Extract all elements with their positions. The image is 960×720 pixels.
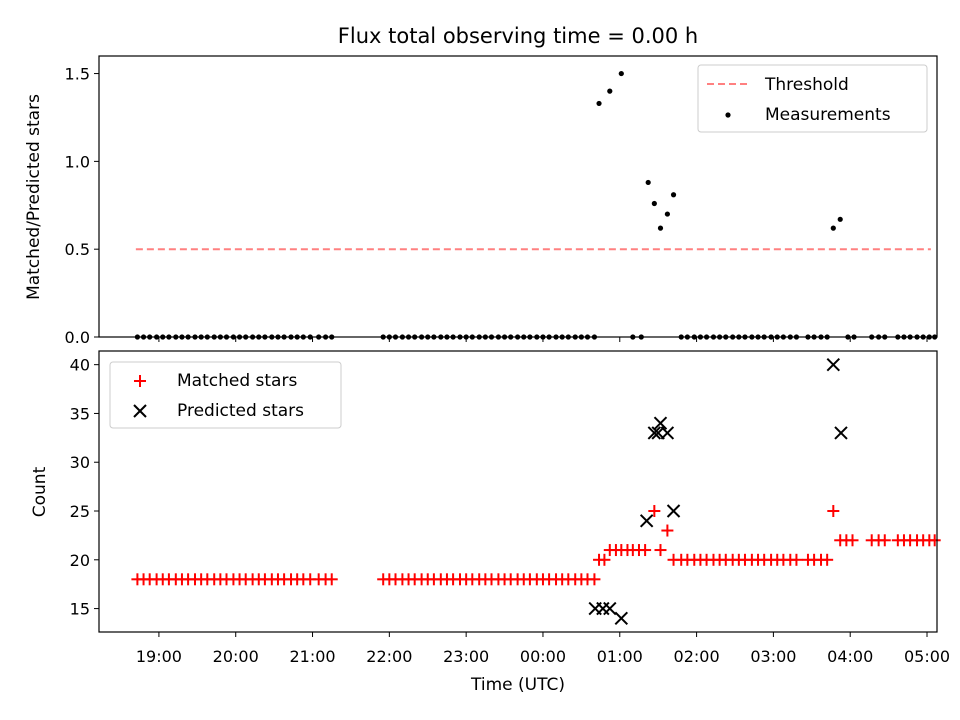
matched-star-marker <box>928 534 941 547</box>
bottom-y-tick-label: 25 <box>70 502 90 521</box>
measurement-point <box>596 100 602 107</box>
x-tick-label: 02:00 <box>674 647 720 666</box>
measurement-point <box>645 179 651 186</box>
bottom-y-tick-label: 40 <box>70 356 90 375</box>
measurement-point <box>830 225 836 231</box>
x-tick-label: 01:00 <box>597 647 643 666</box>
top-legend: Threshold Measurements <box>697 64 928 133</box>
predicted-star-marker <box>653 416 668 430</box>
legend-matched-swatch <box>134 375 146 387</box>
bottom-y-tick-label: 35 <box>70 404 90 423</box>
matched-star-marker <box>648 505 661 518</box>
top-y-tick-label: 1.0 <box>65 152 90 171</box>
measurement-point <box>651 200 657 207</box>
matched-star-marker <box>654 544 667 557</box>
matched-star-marker <box>325 573 338 586</box>
measurement-point <box>657 225 664 231</box>
predicted-star-marker <box>603 601 617 616</box>
measurement-point <box>607 88 613 94</box>
top-y-tick-label: 1.5 <box>65 65 90 84</box>
x-tick-label: 23:00 <box>443 647 489 666</box>
top-axes-frame <box>98 55 938 338</box>
x-tick-label: 04:00 <box>827 647 873 666</box>
predicted-star-marker <box>614 611 629 626</box>
x-axis-label: Time (UTC) <box>470 675 565 695</box>
bottom-plot-area <box>131 357 941 626</box>
predicted-star-marker <box>834 426 848 440</box>
x-tick-label: 05:00 <box>904 647 950 666</box>
matched-star-marker <box>846 534 859 547</box>
legend-measurements-label: Measurements <box>765 105 891 125</box>
legend-threshold-label: Threshold <box>764 75 849 95</box>
bottom-legend-box <box>109 361 342 429</box>
x-tick-label: 20:00 <box>213 647 259 666</box>
bottom-y-tick-label: 15 <box>70 600 90 619</box>
bottom-axes-frame <box>98 350 938 633</box>
top-y-tick-label: 0.5 <box>65 240 90 259</box>
top-chart-title: Flux total observing time = 0.00 h <box>338 24 698 48</box>
legend-predicted-label: Predicted stars <box>177 401 304 421</box>
matched-star-marker <box>588 573 601 586</box>
matched-star-marker <box>821 553 834 566</box>
top-y-tick-label: 0.0 <box>65 328 90 347</box>
predicted-star-marker <box>660 426 675 440</box>
predicted-star-marker <box>639 514 654 528</box>
x-tick-label: 19:00 <box>136 647 182 666</box>
matched-star-marker <box>827 505 840 518</box>
x-tick-label: 21:00 <box>289 647 335 666</box>
x-tick-label: 22:00 <box>366 647 412 666</box>
measurement-point <box>618 70 624 77</box>
top-legend-box <box>697 64 928 133</box>
matched-star-marker <box>639 544 652 557</box>
matched-star-marker <box>790 553 803 566</box>
x-tick-label: 03:00 <box>750 647 796 666</box>
top-y-axis-label: Matched/Predicted stars <box>24 94 44 300</box>
matched-star-marker <box>598 553 611 566</box>
measurement-point <box>670 192 677 198</box>
legend-predicted-swatch <box>133 404 147 418</box>
legend-matched-label: Matched stars <box>177 371 297 391</box>
x-tick-label: 00:00 <box>520 647 566 666</box>
bottom-y-axis-label: Count <box>30 466 50 517</box>
measurement-point <box>837 216 843 222</box>
predicted-star-marker <box>666 504 681 518</box>
bottom-y-tick-label: 20 <box>70 551 90 570</box>
predicted-star-marker <box>826 357 841 372</box>
matched-star-marker <box>878 534 891 547</box>
predicted-star-marker <box>647 426 662 440</box>
matched-star-marker <box>661 524 674 537</box>
legend-measurements-swatch <box>725 112 731 118</box>
bottom-legend: Matched stars Predicted stars <box>109 361 342 429</box>
bottom-y-tick-label: 30 <box>70 453 90 472</box>
measurement-point <box>664 211 670 217</box>
